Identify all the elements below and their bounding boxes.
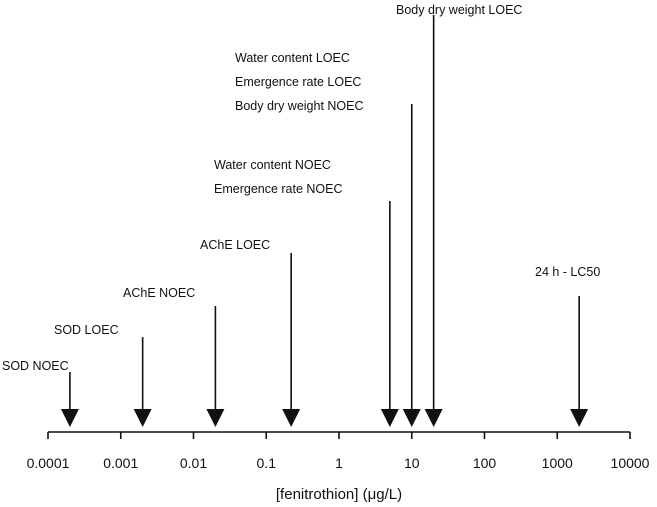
endpoint-label: Body dry weight NOEC xyxy=(235,99,364,113)
arrow-head xyxy=(282,409,301,427)
endpoint-label: Water content LOEC xyxy=(235,51,350,65)
arrow-head xyxy=(402,409,421,427)
endpoint-arrow: 24 h - LC50 xyxy=(535,265,600,427)
x-tick-label: 1000 xyxy=(542,455,573,471)
x-axis: 0.0001 0.001 0.01 0.1 1 10 100 1000 10000 xyxy=(27,431,650,471)
endpoint-label: Body dry weight LOEC xyxy=(396,3,522,17)
endpoint-arrow: Body dry weight LOEC xyxy=(396,3,522,427)
endpoint-label: Emergence rate LOEC xyxy=(235,75,361,89)
endpoint-label: SOD LOEC xyxy=(54,323,119,337)
arrow-head xyxy=(570,409,589,427)
x-tick-label: 10000 xyxy=(611,455,650,471)
x-axis-label: [fenitrothion] (μg/L) xyxy=(276,486,402,503)
x-tick-label: 0.001 xyxy=(103,455,138,471)
x-tick-label: 1 xyxy=(335,455,343,471)
endpoint-label: SOD NOEC xyxy=(2,359,69,373)
endpoint-label: AChE LOEC xyxy=(200,238,270,252)
endpoint-label: AChE NOEC xyxy=(123,286,195,300)
x-tick-label: 10 xyxy=(404,455,420,471)
x-tick-label: 0.1 xyxy=(257,455,277,471)
arrow-head xyxy=(380,409,399,427)
x-tick-label: 0.0001 xyxy=(27,455,70,471)
arrow-head xyxy=(424,409,443,427)
endpoint-arrow: Water content LOEC Emergence rate LOEC Bod… xyxy=(235,51,421,427)
endpoint-arrow: Water content NOEC Emergence rate NOEC xyxy=(214,158,399,427)
endpoint-arrow: SOD LOEC xyxy=(54,323,152,427)
arrow-head xyxy=(206,409,225,427)
endpoint-arrow: SOD NOEC xyxy=(2,359,79,427)
endpoint-label: Emergence rate NOEC xyxy=(214,182,343,196)
arrow-head xyxy=(133,409,152,427)
endpoint-arrow: AChE NOEC xyxy=(123,286,225,427)
x-tick-label: 100 xyxy=(473,455,497,471)
arrow-head xyxy=(60,409,79,427)
x-tick-label: 0.01 xyxy=(180,455,207,471)
endpoint-label: 24 h - LC50 xyxy=(535,265,600,279)
endpoint-arrow: AChE LOEC xyxy=(200,238,301,427)
endpoint-label: Water content NOEC xyxy=(214,158,331,172)
